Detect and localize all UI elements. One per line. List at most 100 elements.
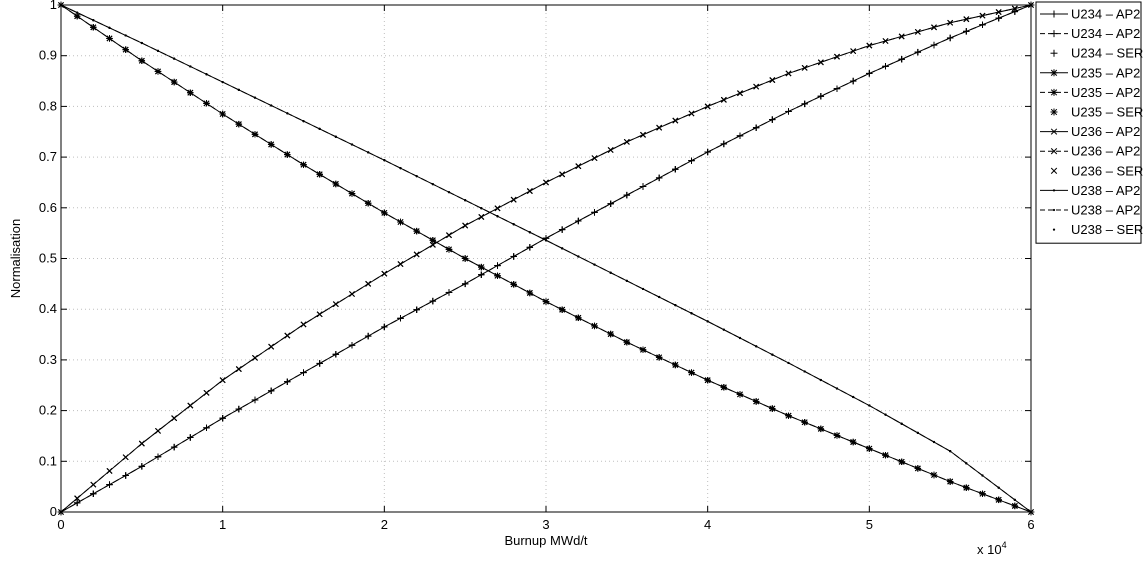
data-point — [672, 361, 679, 369]
data-point — [221, 80, 224, 84]
data-point — [461, 280, 469, 288]
y-tick-label: 1 — [50, 0, 57, 12]
data-point — [397, 315, 404, 322]
data-point — [722, 328, 725, 331]
data-point — [415, 175, 418, 178]
legend-marker-sample — [1050, 167, 1058, 174]
data-point — [494, 262, 501, 269]
data-point — [302, 120, 305, 123]
data-point — [187, 402, 194, 409]
data-point — [639, 346, 647, 353]
data-point — [90, 24, 97, 31]
data-point — [267, 387, 275, 395]
legend-marker-sample — [1052, 208, 1056, 212]
data-point — [833, 432, 841, 439]
data-point — [542, 298, 550, 305]
data-point — [381, 323, 388, 331]
data-point — [73, 12, 81, 20]
data-point — [623, 138, 630, 145]
legend-marker-sample — [1050, 10, 1058, 18]
data-point — [383, 159, 386, 162]
y-tick-label: 0.1 — [39, 453, 57, 468]
data-point — [1011, 8, 1019, 15]
data-point — [510, 196, 517, 203]
data-point — [478, 214, 485, 220]
data-point — [803, 370, 806, 373]
legend-marker-sample — [1050, 88, 1058, 96]
data-point — [170, 78, 178, 86]
data-point — [577, 255, 580, 258]
data-point — [138, 463, 146, 470]
data-point — [332, 180, 340, 188]
data-point — [819, 378, 822, 382]
axis-ticks: 0 1 2 3 4 5 6 0 0.1 0.2 0.3 0.4 0.5 0.6 0.7 0.8 0.9 1 — [39, 0, 1035, 532]
data-point — [849, 438, 857, 446]
data-point — [949, 450, 952, 453]
data-point — [480, 207, 483, 210]
data-point — [866, 445, 873, 452]
x-exponent-power: 4 — [1002, 540, 1007, 550]
data-point — [413, 251, 420, 258]
data-point — [737, 90, 743, 97]
data-point — [704, 103, 711, 110]
data-point — [106, 481, 113, 488]
data-point — [367, 151, 370, 154]
legend-item: U236 – AP2 SC — [1040, 144, 1144, 159]
y-tick-label: 0.7 — [39, 149, 57, 164]
data-point — [284, 332, 291, 339]
data-point — [349, 291, 355, 297]
data-point — [528, 231, 531, 234]
data-point — [90, 481, 97, 488]
data-point — [381, 209, 388, 217]
data-point — [122, 472, 129, 479]
data-point — [575, 163, 582, 170]
data-point — [316, 171, 323, 178]
series-12 — [59, 3, 1033, 514]
data-point — [140, 41, 143, 45]
data-point — [817, 425, 825, 433]
data-point — [526, 188, 533, 194]
data-point — [332, 351, 340, 358]
legend: U234 – AP2 Sub. U234 – AP2 SC U234 – SERPE… — [1035, 1, 1144, 244]
data-point — [755, 345, 758, 348]
data-point — [219, 415, 226, 422]
data-point — [591, 322, 598, 330]
data-point — [496, 215, 499, 218]
data-point — [963, 16, 970, 23]
data-point — [429, 241, 436, 248]
data-point — [447, 191, 451, 194]
legend-marker-sample — [1050, 69, 1058, 77]
legend-label: U235 – AP2 Sub. — [1071, 65, 1144, 80]
data-point — [413, 227, 420, 235]
data-point — [251, 131, 259, 138]
data-point — [640, 131, 646, 138]
legend-marker-sample — [1052, 228, 1056, 231]
data-point — [512, 223, 515, 226]
data-point — [720, 384, 728, 391]
data-point — [801, 419, 808, 426]
data-point — [365, 280, 372, 287]
series-9 — [58, 2, 1034, 515]
data-point — [981, 474, 984, 477]
data-point — [510, 281, 517, 288]
data-point — [268, 343, 275, 350]
data-point — [930, 41, 938, 49]
data-point — [995, 9, 1002, 16]
legend-item: U238 – AP2 SC — [1040, 203, 1144, 218]
data-point — [720, 140, 728, 148]
data-point — [947, 19, 954, 26]
data-point — [736, 391, 744, 398]
x-tick-label: 4 — [704, 517, 711, 532]
data-point — [900, 422, 903, 425]
data-point — [429, 297, 437, 305]
data-point — [785, 108, 792, 115]
data-point — [916, 431, 919, 435]
data-point — [914, 48, 922, 56]
data-point — [203, 100, 210, 107]
data-point — [445, 289, 453, 296]
data-point — [187, 89, 194, 96]
data-point — [850, 48, 857, 55]
data-point — [752, 124, 760, 131]
x-tick-label: 5 — [866, 517, 873, 532]
x-tick-label: 3 — [542, 517, 549, 532]
